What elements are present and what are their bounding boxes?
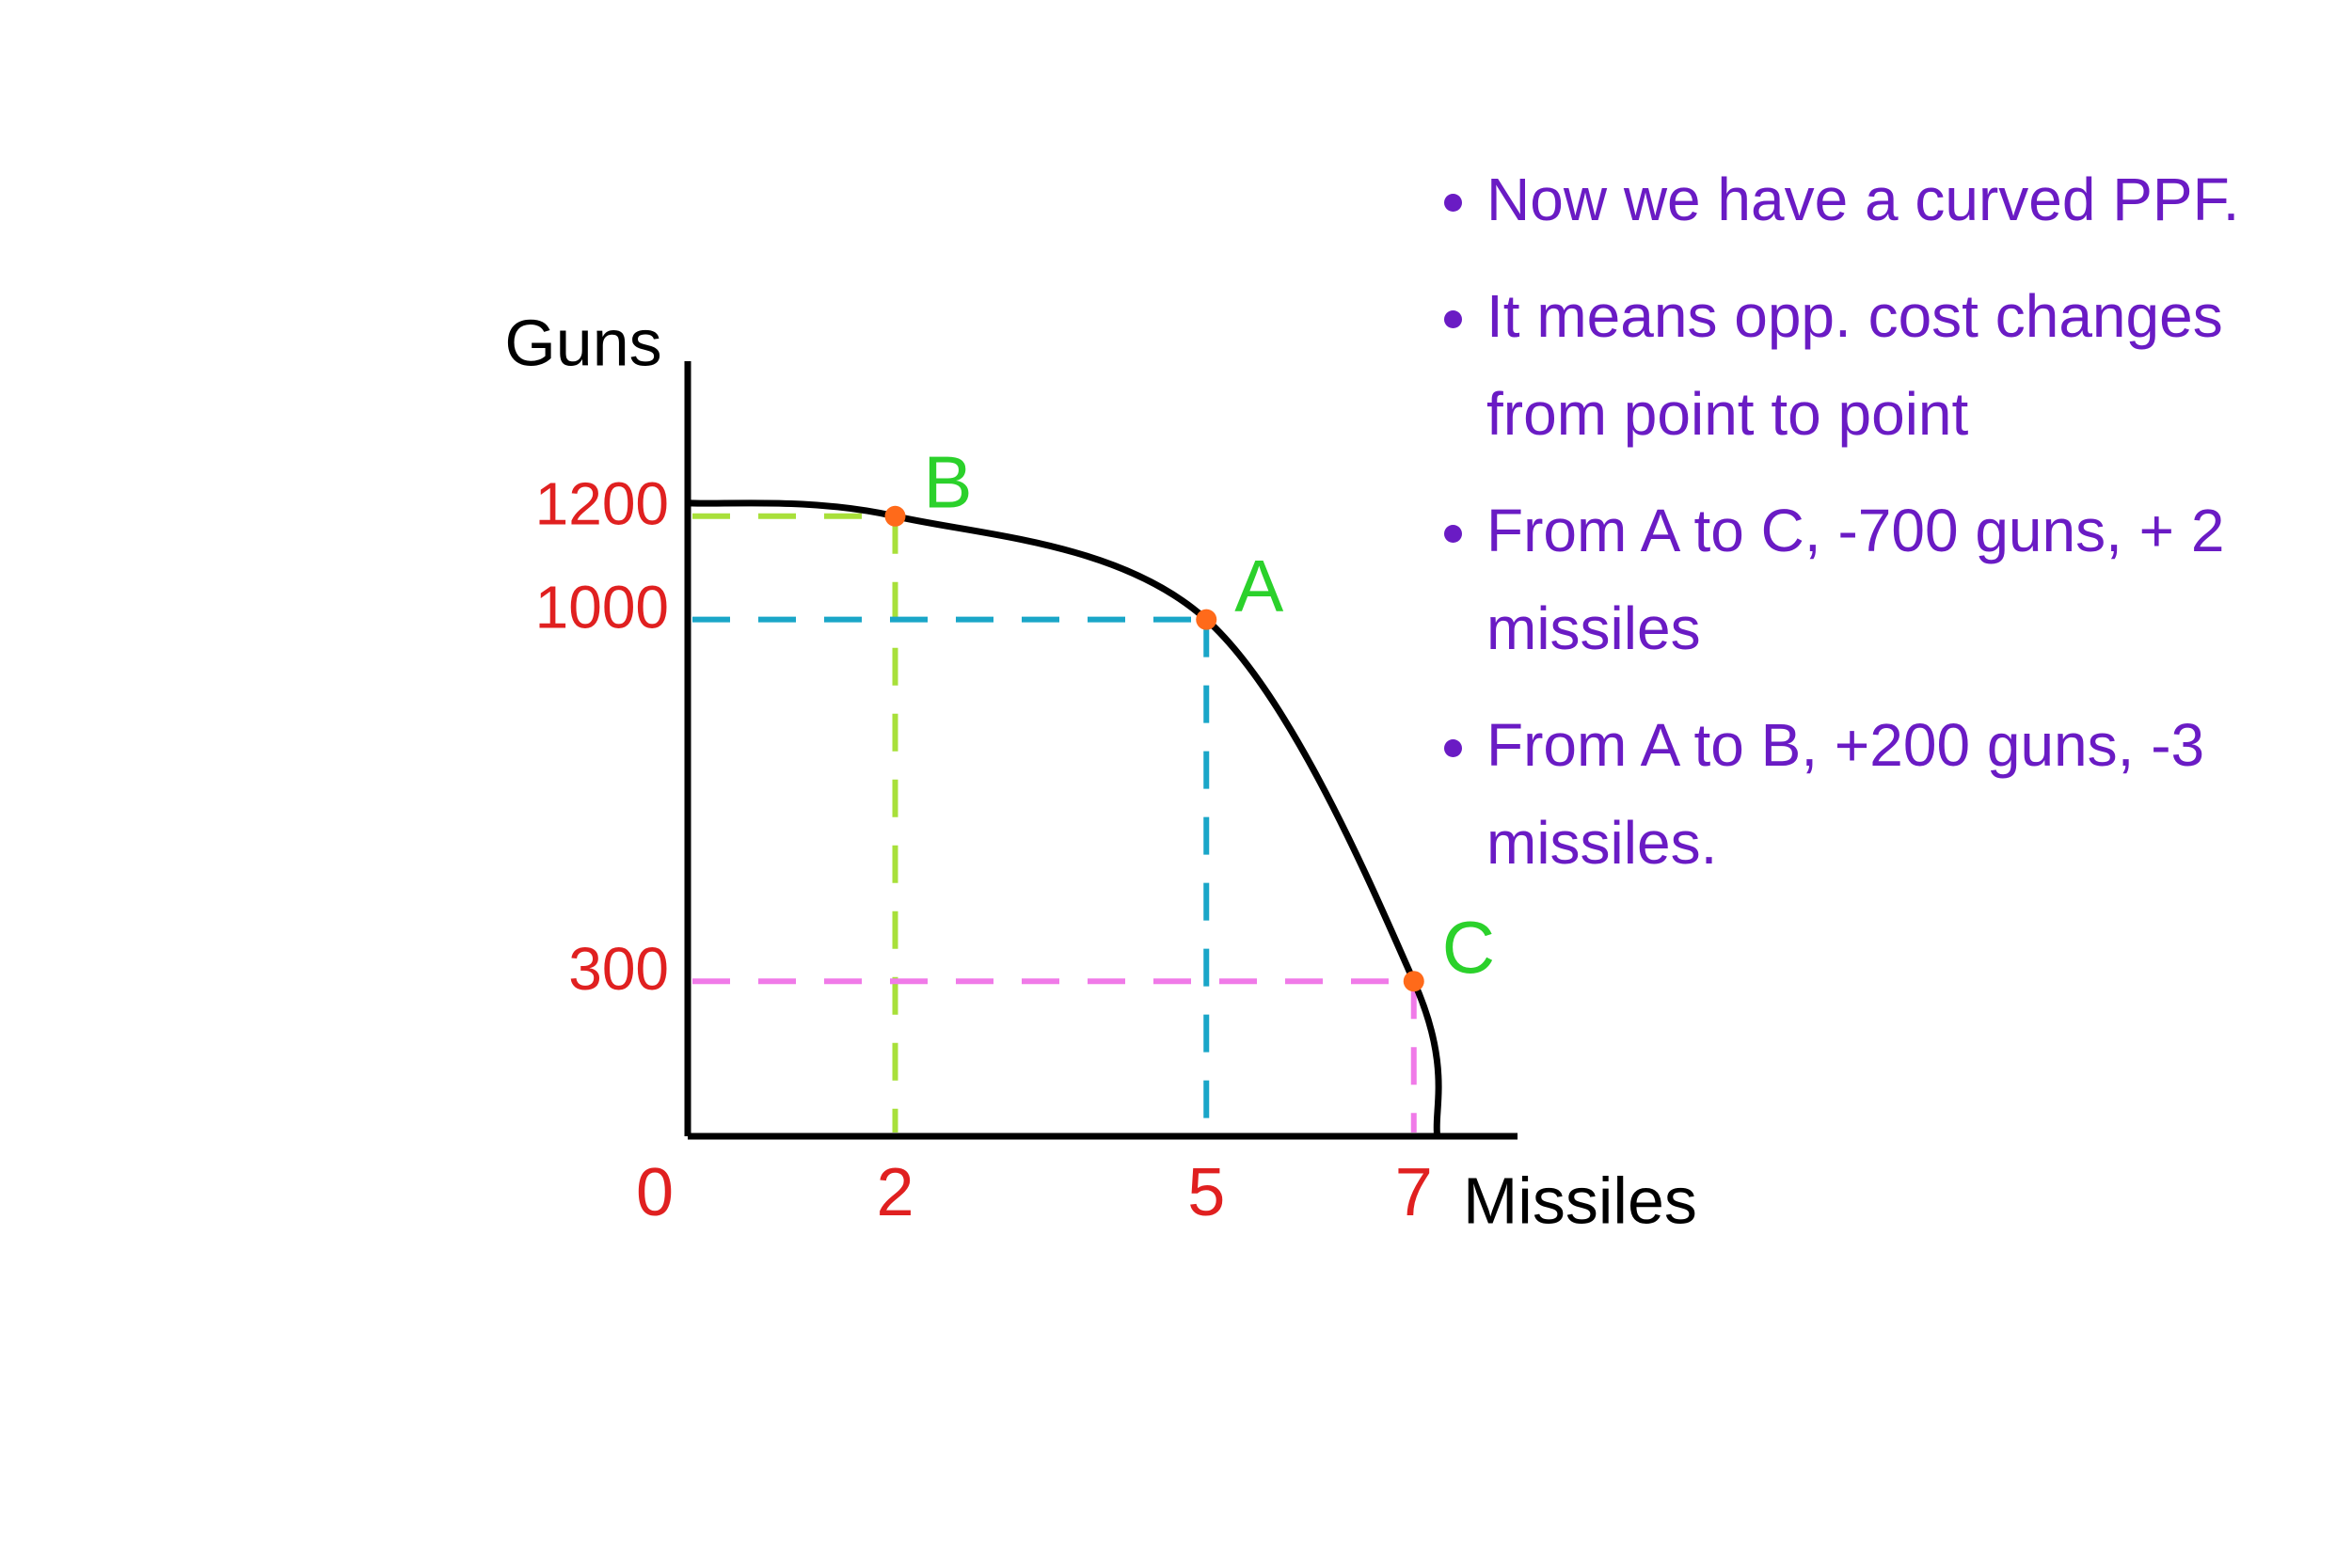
- x-axis-label: Missiles: [1463, 1164, 1697, 1237]
- note: It means opp. cost changes from point to…: [1486, 267, 2305, 463]
- point: [1403, 971, 1424, 992]
- note: Now we have a curved PPF.: [1486, 150, 2305, 248]
- point: [1196, 609, 1217, 630]
- point-label: A: [1234, 544, 1283, 626]
- note: From A to C, -700 guns, + 2 missiles: [1486, 482, 2305, 677]
- ppf-curve: [894, 513, 1417, 983]
- point: [884, 505, 906, 527]
- curve-extension: [687, 499, 897, 520]
- y-tick-label: 1200: [535, 470, 669, 538]
- y-axis-label: Guns: [504, 306, 661, 379]
- x-tick-label: 0: [636, 1155, 674, 1230]
- notes: Now we have a curved PPF. It means opp. c…: [1430, 150, 2305, 911]
- x-tick-label: 5: [1187, 1155, 1225, 1230]
- y-tick-label: 300: [568, 935, 669, 1003]
- point-label: B: [924, 440, 973, 523]
- note: From A to B, +200 guns, -3 missiles.: [1486, 696, 2305, 892]
- point-label: C: [1442, 906, 1495, 989]
- curve-extension: [1410, 979, 1442, 1137]
- y-tick-label: 1000: [535, 574, 669, 641]
- x-tick-label: 7: [1395, 1155, 1433, 1230]
- x-tick-label: 2: [876, 1155, 914, 1230]
